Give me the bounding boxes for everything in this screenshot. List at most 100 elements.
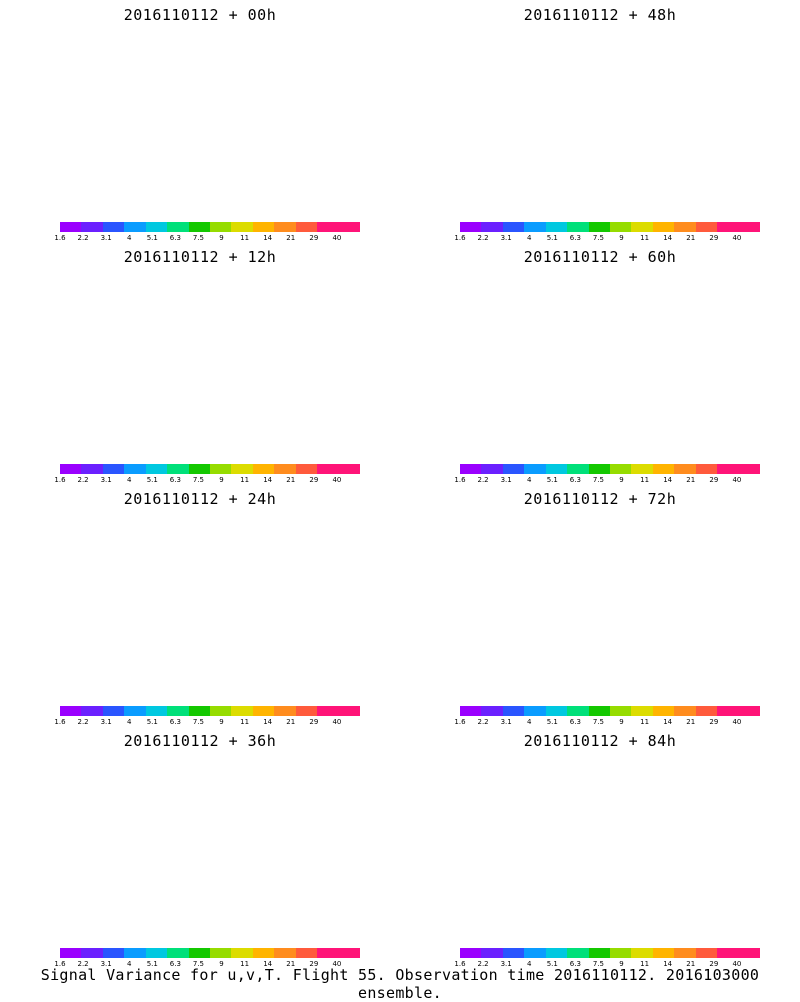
colorbar-swatch (460, 464, 482, 474)
colorbar-label: 5.1 (546, 718, 558, 726)
colorbar-swatch (209, 464, 232, 474)
colorbar-label: 1.6 (54, 718, 66, 726)
colorbar-label: 7.5 (592, 960, 605, 968)
map-panel: 2016110112 + 00h 1.6 2.2 3.1 4 5.1 6.3 7.5 9 11 14… (0, 0, 400, 242)
colorbar-swatch (524, 222, 546, 232)
colorbar-swatch (481, 948, 503, 958)
colorbar-label: 3.1 (500, 960, 512, 968)
variance-hotspot (172, 578, 248, 622)
colorbar-label: 14 (663, 718, 673, 726)
colorbar-swatch (524, 948, 546, 958)
colorbar-swatch (231, 464, 253, 474)
coastline (600, 530, 776, 599)
variance-hotspot (192, 104, 228, 128)
panel-title: 2016110112 + 72h (523, 490, 677, 508)
colorbar-label: 2.2 (477, 234, 489, 242)
colorbar-label: 4 (526, 718, 532, 726)
colorbar-swatch (481, 464, 503, 474)
variance-hotspot (150, 566, 270, 634)
colorbar-swatch (102, 948, 125, 958)
colorbar-swatch (652, 948, 675, 958)
colorbar-swatch (717, 222, 739, 232)
colorbar-labels: 1.6 2.2 3.1 4 5.1 6.3 7.5 9 11 14 21 29 40 (54, 234, 360, 244)
colorbar-swatch (209, 948, 232, 958)
colorbar-label: 21 (286, 718, 296, 726)
colorbar-label: 6.3 (569, 960, 581, 968)
colorbar-swatch (124, 222, 146, 232)
colorbar-swatch (695, 706, 718, 716)
colorbar-label: 11 (240, 476, 250, 484)
colorbar-swatch (695, 464, 718, 474)
colorbar-label: 6.3 (569, 234, 581, 242)
colorbar-swatch (502, 464, 525, 474)
colorbar-swatch (317, 706, 339, 716)
forecast-map (410, 26, 790, 216)
colorbar-swatch (674, 464, 696, 474)
colorbar-swatch (167, 948, 189, 958)
variance-hotspot (572, 94, 648, 138)
colorbar-swatch (295, 706, 318, 716)
colorbar-swatch (588, 706, 610, 716)
colorbar-label: 29 (309, 718, 319, 726)
panel-title: 2016110112 + 48h (523, 6, 677, 24)
colorbar-label: 2.2 (77, 718, 89, 726)
colorbar-label: 40 (332, 960, 342, 968)
colorbar-label: 2.2 (477, 718, 489, 726)
colorbar-swatch (545, 222, 568, 232)
colorbar-swatch (145, 222, 168, 232)
panel-title: 2016110112 + 84h (523, 732, 677, 750)
colorbar-swatch (695, 222, 718, 232)
colorbar-swatch (588, 464, 610, 474)
colorbar-label: 5.1 (546, 960, 558, 968)
colorbar-swatch (167, 222, 189, 232)
colorbar-label: 1.6 (454, 234, 466, 242)
colorbar-labels: 1.6 2.2 3.1 4 5.1 6.3 7.5 9 11 14 21 29 40 (54, 960, 360, 970)
colorbar-swatch (567, 222, 589, 232)
colorbar-swatch (481, 706, 503, 716)
colorbar-label: 7.5 (592, 476, 605, 484)
colorbar-label: 14 (263, 234, 273, 242)
colorbar-label: 3.1 (100, 476, 112, 484)
forecast-map (10, 268, 390, 458)
forecast-map (410, 268, 790, 458)
colorbar-swatch (124, 464, 146, 474)
colorbar-swatch (631, 222, 653, 232)
colorbar-swatch (317, 222, 339, 232)
colorbar-swatch (631, 464, 653, 474)
coastline (600, 46, 779, 140)
colorbar-label: 7.5 (592, 234, 605, 242)
colorbar-label: 40 (732, 960, 742, 968)
colorbar-swatch (81, 464, 103, 474)
colorbar-label: 2.2 (77, 960, 89, 968)
colorbar-swatch (338, 222, 360, 232)
colorbar-label: 9 (219, 718, 224, 726)
colorbar-label: 40 (732, 234, 742, 242)
colorbar-swatch (231, 222, 253, 232)
forecast-map (10, 510, 390, 700)
colorbar-label: 2.2 (77, 476, 89, 484)
colorbar-label: 7.5 (192, 960, 205, 968)
colorbar-label: 5.1 (146, 476, 158, 484)
colorbar (60, 706, 360, 716)
colorbar-swatch (545, 706, 568, 716)
variance-hotspot (192, 346, 228, 370)
colorbar-swatch (188, 948, 210, 958)
colorbar-swatch (252, 948, 275, 958)
colorbar-label: 7.5 (192, 718, 205, 726)
colorbar-label: 3.1 (100, 234, 112, 242)
colorbar-label: 5.1 (546, 476, 558, 484)
colorbar-label: 6.3 (169, 718, 181, 726)
colorbar-label: 29 (709, 234, 719, 242)
colorbar-label: 11 (640, 476, 650, 484)
colorbar-swatch (167, 464, 189, 474)
colorbar-swatch (295, 464, 318, 474)
colorbar-label: 5.1 (546, 234, 558, 242)
colorbar-swatch (567, 706, 589, 716)
colorbar-swatch (102, 464, 125, 474)
colorbar-label: 40 (332, 234, 342, 242)
colorbar-label: 21 (686, 718, 696, 726)
map-panel: 2016110112 + 72h 1.6 2.2 3.1 4 5.1 6.3 7.5 9 11 14… (400, 484, 800, 726)
colorbar-label: 40 (732, 476, 742, 484)
colorbar-swatch (274, 222, 296, 232)
variance-hotspot (550, 82, 670, 150)
